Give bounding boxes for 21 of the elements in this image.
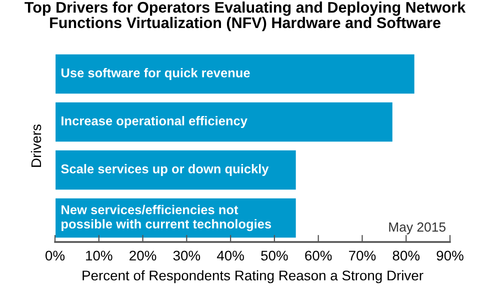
bar [55,149,297,191]
x-tick-label: 50% [261,250,288,261]
x-tick-label: 0% [46,250,65,261]
x-tick-label: 90% [436,250,464,261]
x-axis-title: Percent of Respondents Rating Reason a Strong Driver [82,270,424,284]
x-tick-label: 80% [392,250,420,261]
annotation: May 2015 [389,222,446,234]
x-tick-label: 60% [305,250,332,261]
y-axis-title: Drivers [30,124,42,167]
x-tick-label: 10% [86,250,112,261]
bar [55,53,416,95]
x-tick-label: 20% [130,250,156,261]
bar [55,101,394,143]
y-tick-label: New services/efficiencies not possible with current technologies [62,204,272,232]
x-tick-label: 70% [349,250,376,261]
x-tick-label: 40% [216,250,244,261]
y-tick-label: Use software for quick revenue [61,68,250,80]
x-tick-label: 30% [173,250,200,261]
y-tick-label: Increase operational efficiency [62,116,248,128]
y-tick-label: Scale services up or down quickly [61,164,269,176]
chart-title: Top Drivers for Operators Evaluating and Deploying Network Functions Virtualization (NFV) Hardware and Software [24,2,466,32]
